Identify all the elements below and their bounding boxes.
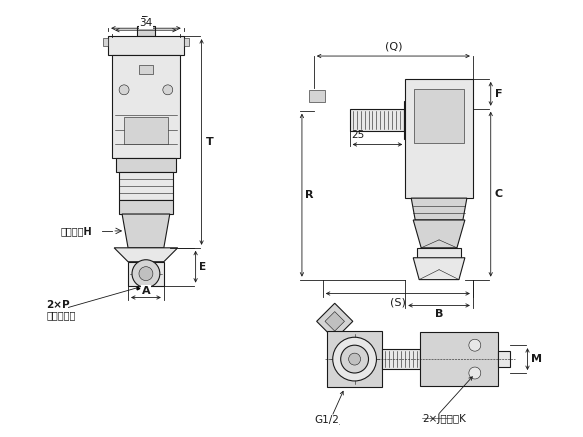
Bar: [108, 36, 184, 55]
Circle shape: [139, 267, 153, 281]
Bar: [417, 248, 461, 258]
Bar: [414, 89, 464, 143]
Bar: [116, 158, 175, 172]
Text: G1/2: G1/2: [314, 415, 339, 425]
Bar: [184, 38, 189, 46]
Text: A: A: [142, 285, 150, 295]
Bar: [139, 65, 153, 74]
Bar: [118, 200, 173, 214]
Circle shape: [340, 345, 368, 373]
Text: 管接続口径: 管接続口径: [47, 310, 76, 320]
Bar: [118, 172, 173, 200]
Bar: [382, 349, 420, 369]
Bar: [350, 109, 404, 131]
Text: E: E: [199, 262, 206, 272]
Bar: [327, 331, 382, 387]
Text: F: F: [495, 89, 502, 99]
Polygon shape: [325, 312, 345, 331]
Polygon shape: [114, 248, 178, 262]
Bar: [404, 101, 429, 139]
Polygon shape: [411, 198, 467, 220]
Text: T: T: [206, 137, 213, 147]
Text: (Q): (Q): [385, 41, 402, 51]
Text: B: B: [435, 309, 443, 319]
Text: (S): (S): [390, 298, 406, 308]
Circle shape: [132, 260, 160, 288]
Bar: [137, 26, 155, 36]
Circle shape: [349, 353, 360, 365]
Text: 2×Jねじ深K: 2×Jねじ深K: [422, 414, 466, 424]
Bar: [309, 90, 325, 102]
Polygon shape: [317, 303, 353, 340]
Circle shape: [163, 85, 173, 95]
Text: M: M: [532, 354, 542, 364]
Circle shape: [119, 85, 129, 95]
Text: 25: 25: [352, 131, 365, 141]
Circle shape: [333, 337, 377, 381]
Text: D: D: [141, 16, 150, 26]
Bar: [112, 55, 180, 158]
Text: C: C: [495, 189, 503, 199]
Bar: [124, 117, 168, 145]
Text: R: R: [305, 190, 314, 200]
Bar: [405, 79, 473, 198]
Bar: [128, 262, 164, 285]
Bar: [103, 38, 108, 46]
Text: 六角対辺H: 六角対辺H: [61, 226, 92, 236]
Circle shape: [469, 339, 481, 351]
Polygon shape: [122, 214, 170, 248]
Text: 34: 34: [139, 18, 153, 28]
Polygon shape: [413, 220, 465, 248]
Circle shape: [469, 367, 481, 379]
Bar: [498, 351, 510, 367]
Bar: [420, 332, 498, 386]
Text: 2×P: 2×P: [47, 301, 70, 310]
Polygon shape: [413, 258, 465, 280]
